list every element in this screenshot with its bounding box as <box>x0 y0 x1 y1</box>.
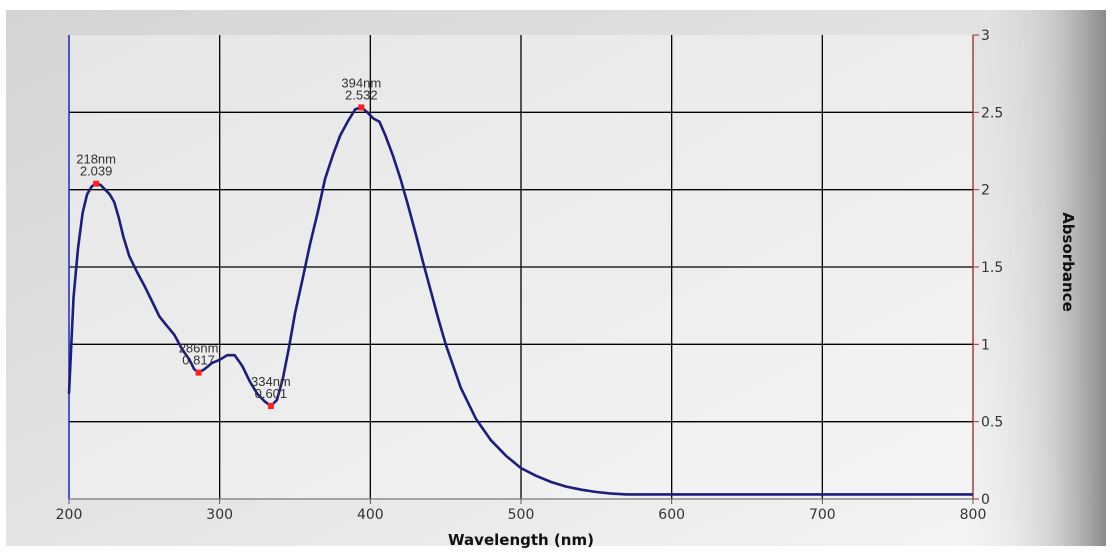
peak-absorbance-label: 0.601 <box>255 386 288 401</box>
absorbance-series-line <box>67 106 973 496</box>
y-axis-title: Absorbance <box>1059 212 1077 312</box>
peak-marker <box>267 403 274 410</box>
x-tick-labels: 200 300 400 500 600 700 800 <box>56 507 987 523</box>
peak-marker <box>93 180 100 187</box>
x-tick-label: 700 <box>809 507 836 523</box>
peak-absorbance-label: 0.817 <box>182 353 215 368</box>
y-tick-label: 2.5 <box>981 105 1003 121</box>
y-tick-label: 2 <box>981 183 990 199</box>
peak-absorbance-label: 2.532 <box>345 87 378 102</box>
x-axis-title: Wavelength (nm) <box>448 531 594 549</box>
peak-marker <box>195 369 202 376</box>
y-tick-label: 0 <box>981 492 990 508</box>
x-tick-label: 300 <box>206 507 233 523</box>
figure-right-shade <box>960 10 1106 546</box>
axes <box>68 34 979 504</box>
peak-wavelength-label: 286nm <box>179 341 219 356</box>
y-tick-label: 1.5 <box>981 260 1003 276</box>
peak-wavelength-label: 334nm <box>251 374 291 389</box>
x-tick-label: 800 <box>960 507 987 523</box>
y-tick-labels: 0 0.5 1 1.5 2 2.5 3 <box>981 28 1003 508</box>
peak-wavelength-label: 394nm <box>341 75 381 90</box>
peak-marker <box>358 104 365 111</box>
y-tick-label: 0.5 <box>981 415 1003 431</box>
y-tick-label: 1 <box>981 337 990 353</box>
grid-lines <box>69 35 973 499</box>
x-tick-label: 600 <box>658 507 685 523</box>
x-tick-label: 200 <box>56 507 83 523</box>
x-tick-label: 400 <box>357 507 384 523</box>
peak-absorbance-label: 2.039 <box>80 164 113 179</box>
peak-wavelength-label: 218nm <box>76 152 116 167</box>
x-tick-label: 500 <box>508 507 535 523</box>
y-tick-label: 3 <box>981 28 990 44</box>
